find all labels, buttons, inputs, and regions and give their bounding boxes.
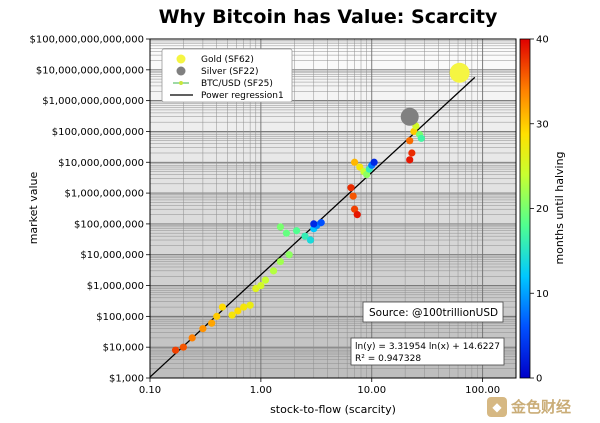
btc-point bbox=[234, 307, 242, 315]
btc-point bbox=[350, 158, 359, 166]
plot-frame bbox=[149, 38, 517, 379]
chart-title: Why Bitcoin has Value: Scarcity bbox=[159, 6, 498, 28]
x-axis-label: stock-to-flow (scarcity) bbox=[270, 403, 396, 416]
btc-point bbox=[410, 127, 418, 136]
source-box bbox=[362, 301, 504, 323]
y-tick-label: $10,000 bbox=[103, 343, 144, 354]
decade-band bbox=[150, 254, 516, 286]
y-tick-label: $1,000,000,000,000 bbox=[42, 96, 144, 107]
btc-point bbox=[406, 156, 414, 164]
btc-point bbox=[317, 219, 325, 227]
y-tick-label: $1,000,000 bbox=[87, 281, 144, 292]
colorbar-tick-label: 30 bbox=[536, 119, 549, 130]
btc-point bbox=[293, 227, 301, 235]
x-axis: 0.10 1.00 10.00 100.00 bbox=[139, 378, 500, 396]
x-tick-label: 10.00 bbox=[357, 385, 386, 396]
y-tick-label: $1,000 bbox=[109, 374, 144, 385]
colorbar-ticks: 0 10 20 30 40 bbox=[530, 35, 549, 385]
regression-r2: R² = 0.947328 bbox=[355, 354, 421, 364]
btc-point bbox=[213, 312, 221, 320]
btc-point bbox=[350, 205, 359, 213]
legend-gold-marker bbox=[176, 54, 186, 64]
btc-point bbox=[417, 134, 425, 142]
legend-silver-marker bbox=[176, 66, 186, 76]
decade-band bbox=[150, 131, 516, 163]
btc-point bbox=[370, 158, 378, 166]
y-tick-label: $10,000,000,000 bbox=[58, 158, 144, 169]
decade-band bbox=[150, 162, 516, 194]
colorbar bbox=[519, 38, 531, 379]
legend-box bbox=[161, 48, 293, 103]
btc-point bbox=[269, 267, 278, 275]
watermark-icon: ◆ bbox=[487, 396, 507, 417]
y-tick-label: $10,000,000,000,000 bbox=[36, 65, 144, 76]
regression-box bbox=[350, 337, 505, 366]
btc-point bbox=[282, 229, 291, 237]
btc-point bbox=[406, 137, 414, 145]
decade-band bbox=[150, 223, 516, 255]
y-tick-label: $100,000,000,000,000 bbox=[29, 35, 144, 46]
x-tick-label: 0.10 bbox=[139, 385, 161, 396]
y-tick-label: $100,000 bbox=[96, 312, 144, 323]
btc-point bbox=[347, 184, 355, 192]
colorbar-tick-label: 10 bbox=[536, 289, 549, 300]
colorbar-tick-label: 0 bbox=[536, 374, 542, 385]
x-tick-label: 1.00 bbox=[250, 385, 272, 396]
y-axis-label: market value bbox=[27, 171, 40, 244]
x-tick-label: 100.00 bbox=[465, 385, 500, 396]
btc-point bbox=[179, 343, 187, 351]
decade-band bbox=[150, 100, 516, 132]
colorbar-tick-label: 20 bbox=[536, 204, 549, 215]
colorbar-tick-label: 40 bbox=[536, 35, 549, 46]
watermark-logo: ◆ 金色财经 bbox=[487, 396, 571, 417]
btc-point bbox=[285, 251, 293, 259]
btc-point bbox=[257, 281, 265, 290]
y-axis: $1,000 $10,000 $100,000 $1,000,000 $10,000,0… bbox=[29, 35, 150, 385]
y-tick-label: $100,000,000,000 bbox=[52, 127, 144, 138]
btc-point bbox=[228, 311, 236, 319]
legend-btc-marker bbox=[179, 81, 183, 85]
btc-point bbox=[353, 211, 361, 219]
btc-point bbox=[240, 303, 248, 311]
btc-point bbox=[349, 192, 357, 200]
btc-point bbox=[188, 334, 196, 342]
colorbar-label: months until halving bbox=[553, 151, 566, 264]
y-tick-label: $10,000,000 bbox=[80, 250, 144, 261]
btc-point bbox=[246, 301, 254, 309]
y-tick-label: $100,000,000 bbox=[74, 219, 144, 230]
btc-point bbox=[261, 276, 270, 284]
btc-point bbox=[408, 149, 416, 157]
regression-equation: ln(y) = 3.31954 ln(x) + 14.6227 bbox=[355, 342, 500, 352]
btc-point bbox=[208, 319, 216, 327]
btc-point bbox=[310, 220, 318, 228]
data-points bbox=[171, 62, 470, 354]
btc-point bbox=[218, 303, 227, 311]
y-tick-label: $1,000,000,000 bbox=[64, 189, 144, 200]
watermark-text: 金色财经 bbox=[511, 398, 572, 416]
silver-point bbox=[400, 107, 419, 126]
btc-point bbox=[306, 236, 315, 244]
source-text: Source: @100trillionUSD bbox=[369, 307, 498, 319]
btc-point bbox=[276, 257, 284, 266]
gold-point bbox=[449, 62, 470, 83]
btc-point bbox=[301, 232, 309, 240]
legend-regression: Power regression1 bbox=[201, 91, 284, 101]
btc-point bbox=[171, 346, 180, 354]
btc-point bbox=[363, 170, 371, 179]
legend-btc: BTC/USD (SF25) bbox=[201, 79, 273, 89]
btc-point bbox=[199, 325, 207, 333]
legend-gold: Gold (SF62) bbox=[201, 55, 254, 65]
legend-silver: Silver (SF22) bbox=[201, 67, 259, 77]
btc-point bbox=[276, 223, 284, 231]
legend: Gold (SF62) Silver (SF22) BTC/USD (SF25)… bbox=[161, 48, 293, 103]
